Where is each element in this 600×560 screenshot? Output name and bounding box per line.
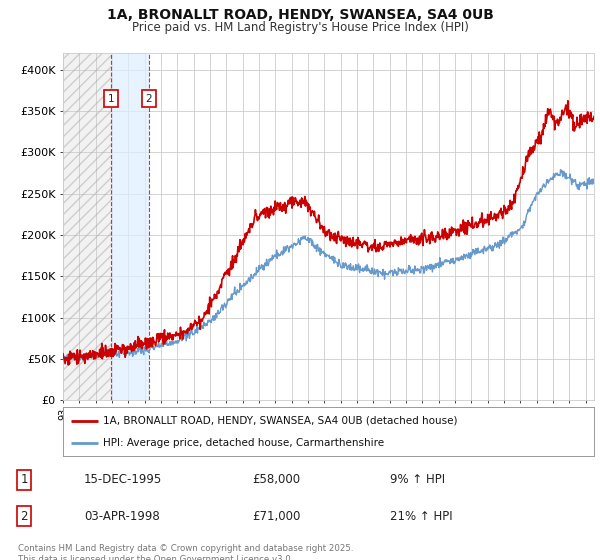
Text: £71,000: £71,000 <box>252 510 301 523</box>
Text: 03-APR-1998: 03-APR-1998 <box>84 510 160 523</box>
Text: £58,000: £58,000 <box>252 473 300 487</box>
Point <box>144 337 154 346</box>
Text: Contains HM Land Registry data © Crown copyright and database right 2025.
This d: Contains HM Land Registry data © Crown c… <box>18 544 353 560</box>
Text: 2: 2 <box>145 94 152 104</box>
Text: 1A, BRONALLT ROAD, HENDY, SWANSEA, SA4 0UB: 1A, BRONALLT ROAD, HENDY, SWANSEA, SA4 0… <box>107 8 493 22</box>
Text: 9% ↑ HPI: 9% ↑ HPI <box>390 473 445 487</box>
Bar <box>112 53 149 400</box>
Text: 21% ↑ HPI: 21% ↑ HPI <box>390 510 452 523</box>
Text: 2: 2 <box>20 510 28 523</box>
Bar <box>63 53 112 400</box>
Text: HPI: Average price, detached house, Carmarthenshire: HPI: Average price, detached house, Carm… <box>103 437 384 447</box>
Text: 1: 1 <box>108 94 115 104</box>
Bar <box>63 53 112 400</box>
Text: 15-DEC-1995: 15-DEC-1995 <box>84 473 162 487</box>
Text: 1: 1 <box>20 473 28 487</box>
Point <box>107 348 116 357</box>
Text: 1A, BRONALLT ROAD, HENDY, SWANSEA, SA4 0UB (detached house): 1A, BRONALLT ROAD, HENDY, SWANSEA, SA4 0… <box>103 416 457 426</box>
Text: Price paid vs. HM Land Registry's House Price Index (HPI): Price paid vs. HM Land Registry's House … <box>131 21 469 34</box>
